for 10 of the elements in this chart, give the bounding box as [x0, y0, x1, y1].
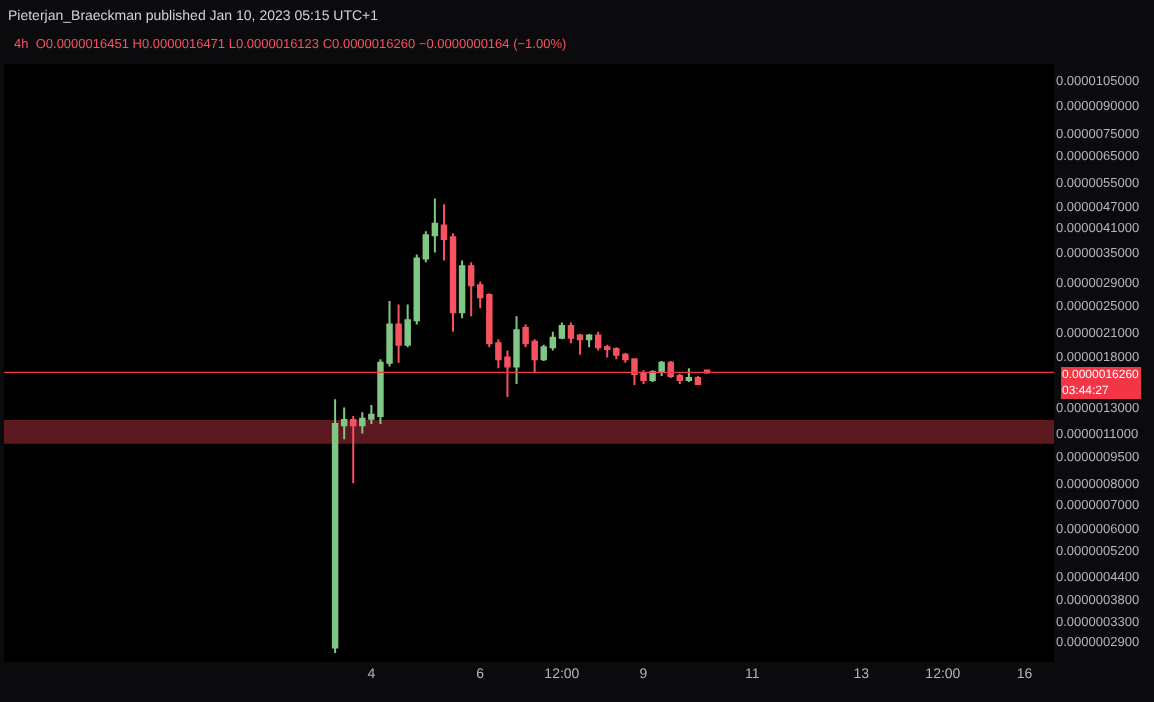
candlestick	[585, 332, 593, 349]
candlestick	[594, 330, 602, 352]
candlestick	[458, 259, 466, 320]
candlestick	[467, 261, 475, 318]
candlestick	[350, 415, 357, 485]
candlestick	[395, 303, 402, 364]
candlestick	[331, 398, 339, 655]
candlestick	[685, 367, 693, 383]
candlestick	[513, 315, 520, 386]
candlestick	[431, 197, 439, 254]
